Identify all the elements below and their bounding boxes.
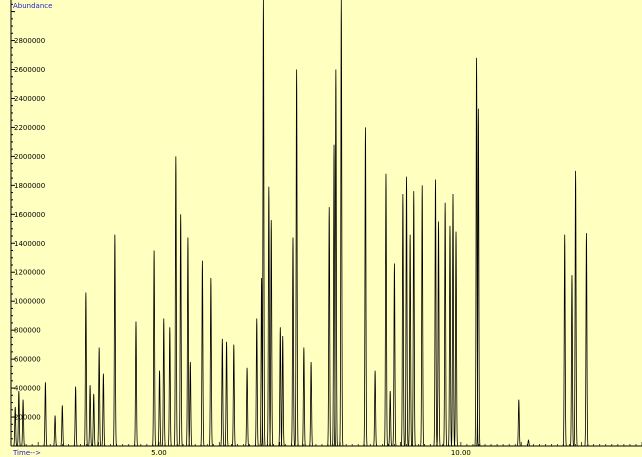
chromatogram-peak [200,260,205,447]
y-tick-label: 1400000 [14,240,45,248]
chromatogram-peak [254,318,259,447]
chromatogram-peak [178,214,183,447]
chromatogram-peak [133,321,139,447]
chromatogram-peak [584,233,589,447]
chromatogram-peak [373,370,378,447]
chromatogram-peak [383,173,389,447]
y-tick-label: 600000 [14,356,41,364]
chromatogram-peak [327,207,332,447]
y-tick-label: 2200000 [14,124,45,132]
chromatogram-peak [269,220,274,447]
y-tick-label: 2600000 [14,66,45,74]
chromatogram-peak [388,390,393,447]
chromatogram-peak [309,361,314,447]
chromatogram-peak [450,194,456,447]
chromatogram-peak [301,347,306,447]
chromatogram-peak [400,194,406,447]
chromatogram-peak [569,275,575,447]
chromatogram-peak [447,225,453,447]
chromatogram-peak [188,361,193,447]
chromatogram-peak [259,278,264,447]
chromatogram-peak [453,231,459,447]
chromatogram-peak [112,234,117,447]
y-axis-caption: Abundance [13,2,52,10]
chromatogram-peak [88,385,93,447]
chromatogram-peak [152,250,157,447]
x-axis-ticks: 5.00 10.00 [13,442,642,457]
y-tick-label: 1200000 [14,269,45,277]
x-tick-label: 5.00 [151,449,167,457]
chromatogram-peak [261,0,266,446]
chromatogram-peak [333,69,339,447]
y-tick-label: 1000000 [14,298,45,306]
y-tick-label: 1600000 [14,211,45,219]
y-tick-label: 200000 [14,414,41,422]
chromatogram-peak [294,69,299,447]
chromatogram-peak [404,176,409,447]
chromatogram-peak [363,127,368,447]
chromatogram-peak [433,179,438,447]
chromatogram-peak [60,405,65,447]
chromatogram-peak [21,399,25,447]
chromatogram-peak [224,341,229,447]
chromatogram-peak [208,278,213,447]
chromatogram-peak [220,338,225,447]
y-axis-ticks: 200000 400000 600000 800000 1000000 1200000 14… [11,3,45,440]
chromatogram-peak [420,185,425,447]
chromatogram-peak [476,108,481,447]
chromatogram-peak [562,234,567,447]
x-tick-label: 10.00 [451,449,471,457]
chromatogram-peak [516,399,521,447]
y-tick-label: 400000 [14,385,41,393]
chromatogram-peak [97,347,102,447]
chromatogram-peak [280,335,285,447]
y-tick-label: 2400000 [14,95,45,103]
chromatogram-peak [331,144,337,447]
chromatogram-peak [573,170,578,447]
chromatogram-peak [392,263,397,447]
chromatogram-peak [339,0,344,447]
y-tick-label: 2800000 [14,37,45,45]
chromatogram-peak [290,237,296,447]
chromatogram-peak [245,367,250,447]
chromatogram-peak [83,292,88,447]
y-tick-label: 1800000 [14,182,45,190]
chromatogram-peak [101,373,106,447]
chromatogram-peak [231,344,236,447]
chromatogram-peak [436,221,441,447]
chromatogram-peak [474,57,479,447]
y-tick-label: 800000 [14,327,41,335]
chromatogram-peak [443,202,448,447]
chromatogram-peak [408,234,413,447]
chromatogram-peak [167,327,172,447]
trace-layer [11,0,642,447]
chromatogram-peak [173,156,179,447]
chromatogram-peak [411,191,416,447]
chromatogram-peak [157,370,162,447]
x-axis-caption: Time--> [12,449,41,457]
y-tick-label: 2000000 [14,153,45,161]
chromatogram-peak [161,318,166,447]
